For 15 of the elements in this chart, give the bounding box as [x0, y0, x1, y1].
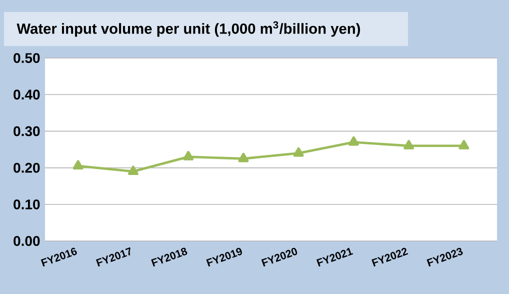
y-tick-label: 0.10: [14, 199, 40, 210]
y-tick-label: 0.20: [14, 162, 40, 173]
point: [238, 152, 249, 162]
point: [404, 140, 414, 150]
point: [72, 160, 84, 170]
chart-title: Water input volume per unit (1,000 m$^{3}$/billion yen): [16, 21, 360, 37]
point: [293, 147, 304, 157]
y-tick-label: 0.50: [14, 53, 40, 63]
y-tick-label: 0.40: [14, 90, 40, 100]
point: [458, 140, 470, 150]
point: [128, 166, 138, 175]
point: [183, 150, 194, 160]
y-tick-label: 0.00: [14, 236, 40, 246]
point: [348, 136, 359, 146]
y-tick-label: 0.30: [14, 126, 40, 136]
